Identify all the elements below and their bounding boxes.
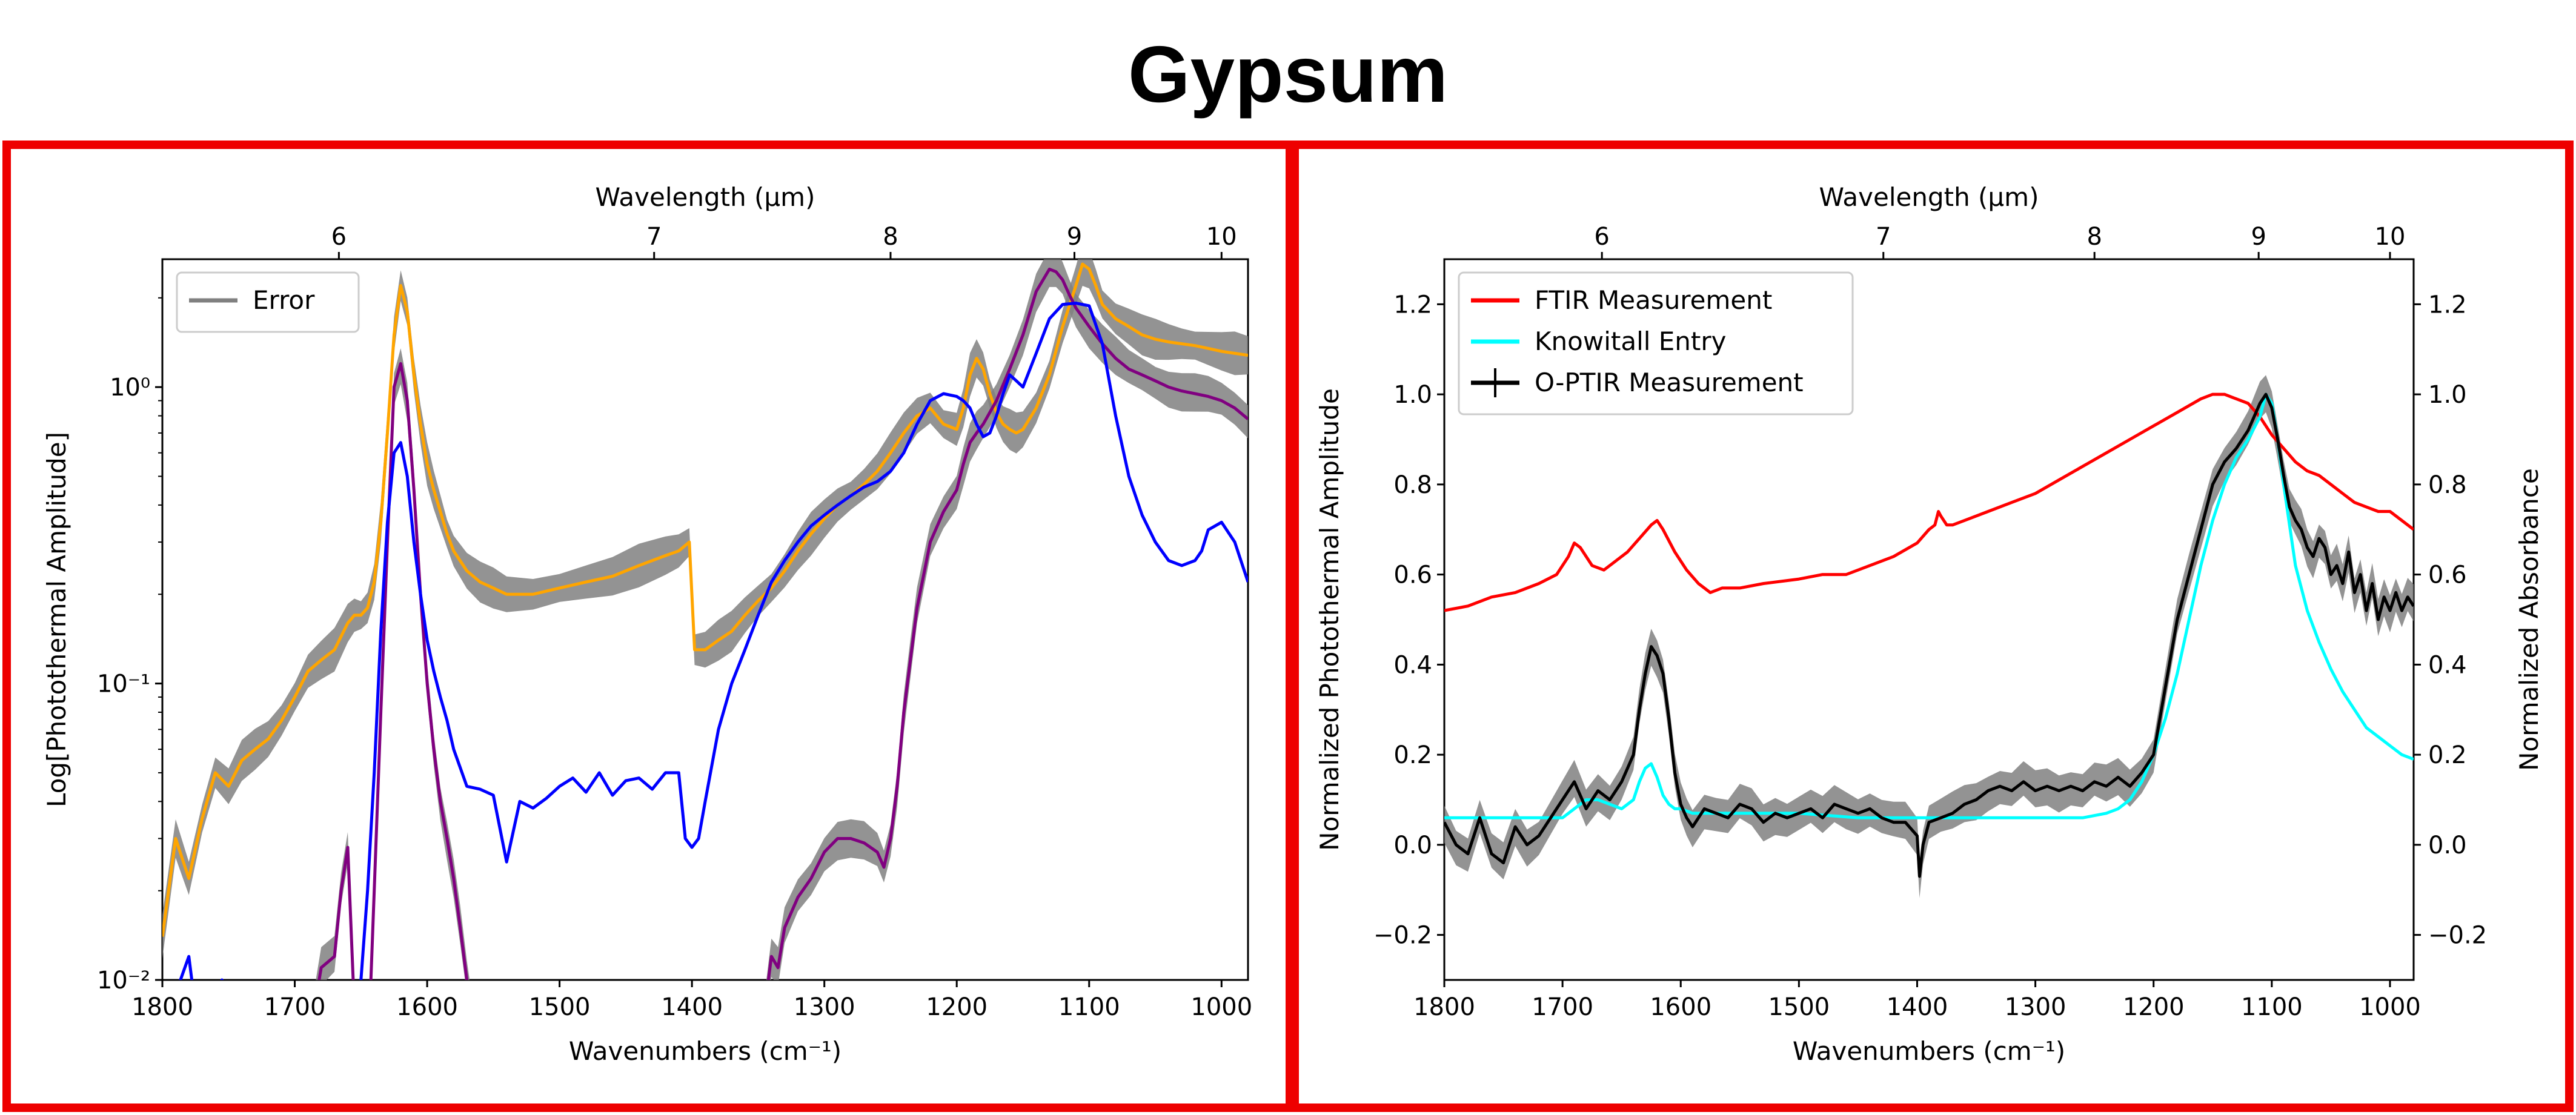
left-x-tick-label: 1400 [661, 993, 723, 1021]
left-x-tick-label: 1100 [1058, 993, 1120, 1021]
right-right-y-tick-label: −0.2 [2428, 922, 2487, 950]
right-series-knowitall-entry [1444, 392, 2414, 819]
left-x-tick-label: 1200 [926, 993, 988, 1021]
left-x-tick-label: 1500 [529, 993, 591, 1021]
right-legend-label-o-ptir-measurement: O-PTIR Measurement [1535, 368, 1804, 397]
right-legend-label-knowitall-entry: Knowitall Entry [1535, 326, 1727, 356]
right-chart: 1800 1700 1600 1500 1400 1300 1200 1100 1000 6 7 8 9… [1315, 182, 2544, 1066]
left-top-tick-label: 9 [1067, 223, 1082, 251]
left-error-band-orange [162, 259, 1248, 959]
right-y-tick-label: −0.2 [1373, 922, 1432, 950]
right-y-tick-label: 0.2 [1393, 741, 1432, 769]
left-x-tick-label: 1600 [396, 993, 458, 1021]
figure-title: Gypsum [1127, 30, 1449, 119]
right-right-y-tick-label: 1.0 [2428, 381, 2467, 409]
right-y-axis-label: Normalized Photothermal Amplitude [1315, 388, 1344, 851]
right-series-ftir-measurement [1444, 392, 2414, 612]
right-top-tick-label: 8 [2086, 223, 2102, 251]
right-y-tick-label: 1.0 [1393, 381, 1432, 409]
left-top-axis-label: Wavelength (μm) [596, 182, 815, 212]
right-plot-area [1444, 375, 2414, 898]
right-x-tick-label: 1800 [1413, 993, 1475, 1021]
right-right-y-axis-label: Normalized Absorbance [2514, 468, 2544, 771]
right-x-tick-label: 1500 [1768, 993, 1830, 1021]
left-chart: 1800 1700 1600 1500 1400 1300 1200 1100 1000 6 7 8 9… [42, 182, 1252, 1066]
right-y-tick-label: 0.8 [1393, 471, 1432, 499]
left-legend-box [176, 271, 360, 333]
left-y-tick-label: 10⁰ [110, 374, 150, 402]
right-top-axis-label: Wavelength (μm) [1819, 182, 2039, 212]
right-panel-frame [1290, 141, 2574, 1112]
left-x-tick-label: 1800 [131, 993, 193, 1021]
left-x-tick-label: 1700 [264, 993, 326, 1021]
left-x-tick-label: 1000 [1190, 993, 1252, 1021]
left-series-orange [162, 262, 1248, 937]
right-top-tick-label: 7 [1876, 223, 1891, 251]
right-y-tick-label: 0.4 [1393, 651, 1432, 679]
right-top-tick-label: 10 [2375, 223, 2406, 251]
right-top-tick-label: 9 [2251, 223, 2266, 251]
right-right-y-tick-label: 0.0 [2428, 832, 2467, 859]
right-legend-box [1458, 271, 1854, 415]
right-y-tick-label: 0.0 [1393, 832, 1432, 859]
right-x-tick-label: 1000 [2359, 993, 2421, 1021]
right-right-y-tick-label: 0.2 [2428, 741, 2467, 769]
right-right-y-tick-label: 0.4 [2428, 651, 2467, 679]
right-x-tick-label: 1400 [1887, 993, 1948, 1021]
left-plot-frame [161, 258, 1249, 981]
left-y-axis-label: Log[Photothermal Amplitude] [42, 432, 71, 807]
left-plot-area [162, 259, 1248, 980]
left-x-tick-label: 1300 [794, 993, 855, 1021]
left-series-blue [179, 302, 1248, 980]
right-y-tick-label: 0.6 [1393, 561, 1432, 589]
right-error-band-o-ptir-measurement [1444, 375, 2414, 898]
right-x-tick-label: 1600 [1650, 993, 1711, 1021]
right-series-o-ptir-measurement [1444, 392, 2414, 878]
right-right-y-tick-label: 0.6 [2428, 561, 2467, 589]
left-y-tick-label: 10⁻² [97, 967, 150, 994]
left-x-axis-label: Wavenumbers (cm⁻¹) [569, 1036, 842, 1066]
right-top-tick-label: 6 [1594, 223, 1609, 251]
left-series-purple [317, 267, 1248, 980]
left-y-tick-label: 10⁻¹ [97, 670, 150, 698]
right-right-y-tick-label: 0.8 [2428, 471, 2467, 499]
left-top-tick-label: 8 [883, 223, 898, 251]
right-legend-label-ftir-measurement: FTIR Measurement [1535, 285, 1772, 315]
right-x-tick-label: 1700 [1532, 993, 1593, 1021]
left-legend-label-error: Error [253, 285, 315, 315]
left-top-tick-label: 10 [1206, 223, 1237, 251]
left-top-tick-label: 7 [646, 223, 662, 251]
right-y-tick-label: 1.2 [1393, 291, 1432, 319]
left-top-tick-label: 6 [331, 223, 347, 251]
right-x-tick-label: 1200 [2123, 993, 2185, 1021]
right-x-tick-label: 1100 [2241, 993, 2303, 1021]
right-x-tick-label: 1300 [2005, 993, 2066, 1021]
right-x-axis-label: Wavenumbers (cm⁻¹) [1793, 1036, 2065, 1066]
right-right-y-tick-label: 1.2 [2428, 291, 2467, 319]
